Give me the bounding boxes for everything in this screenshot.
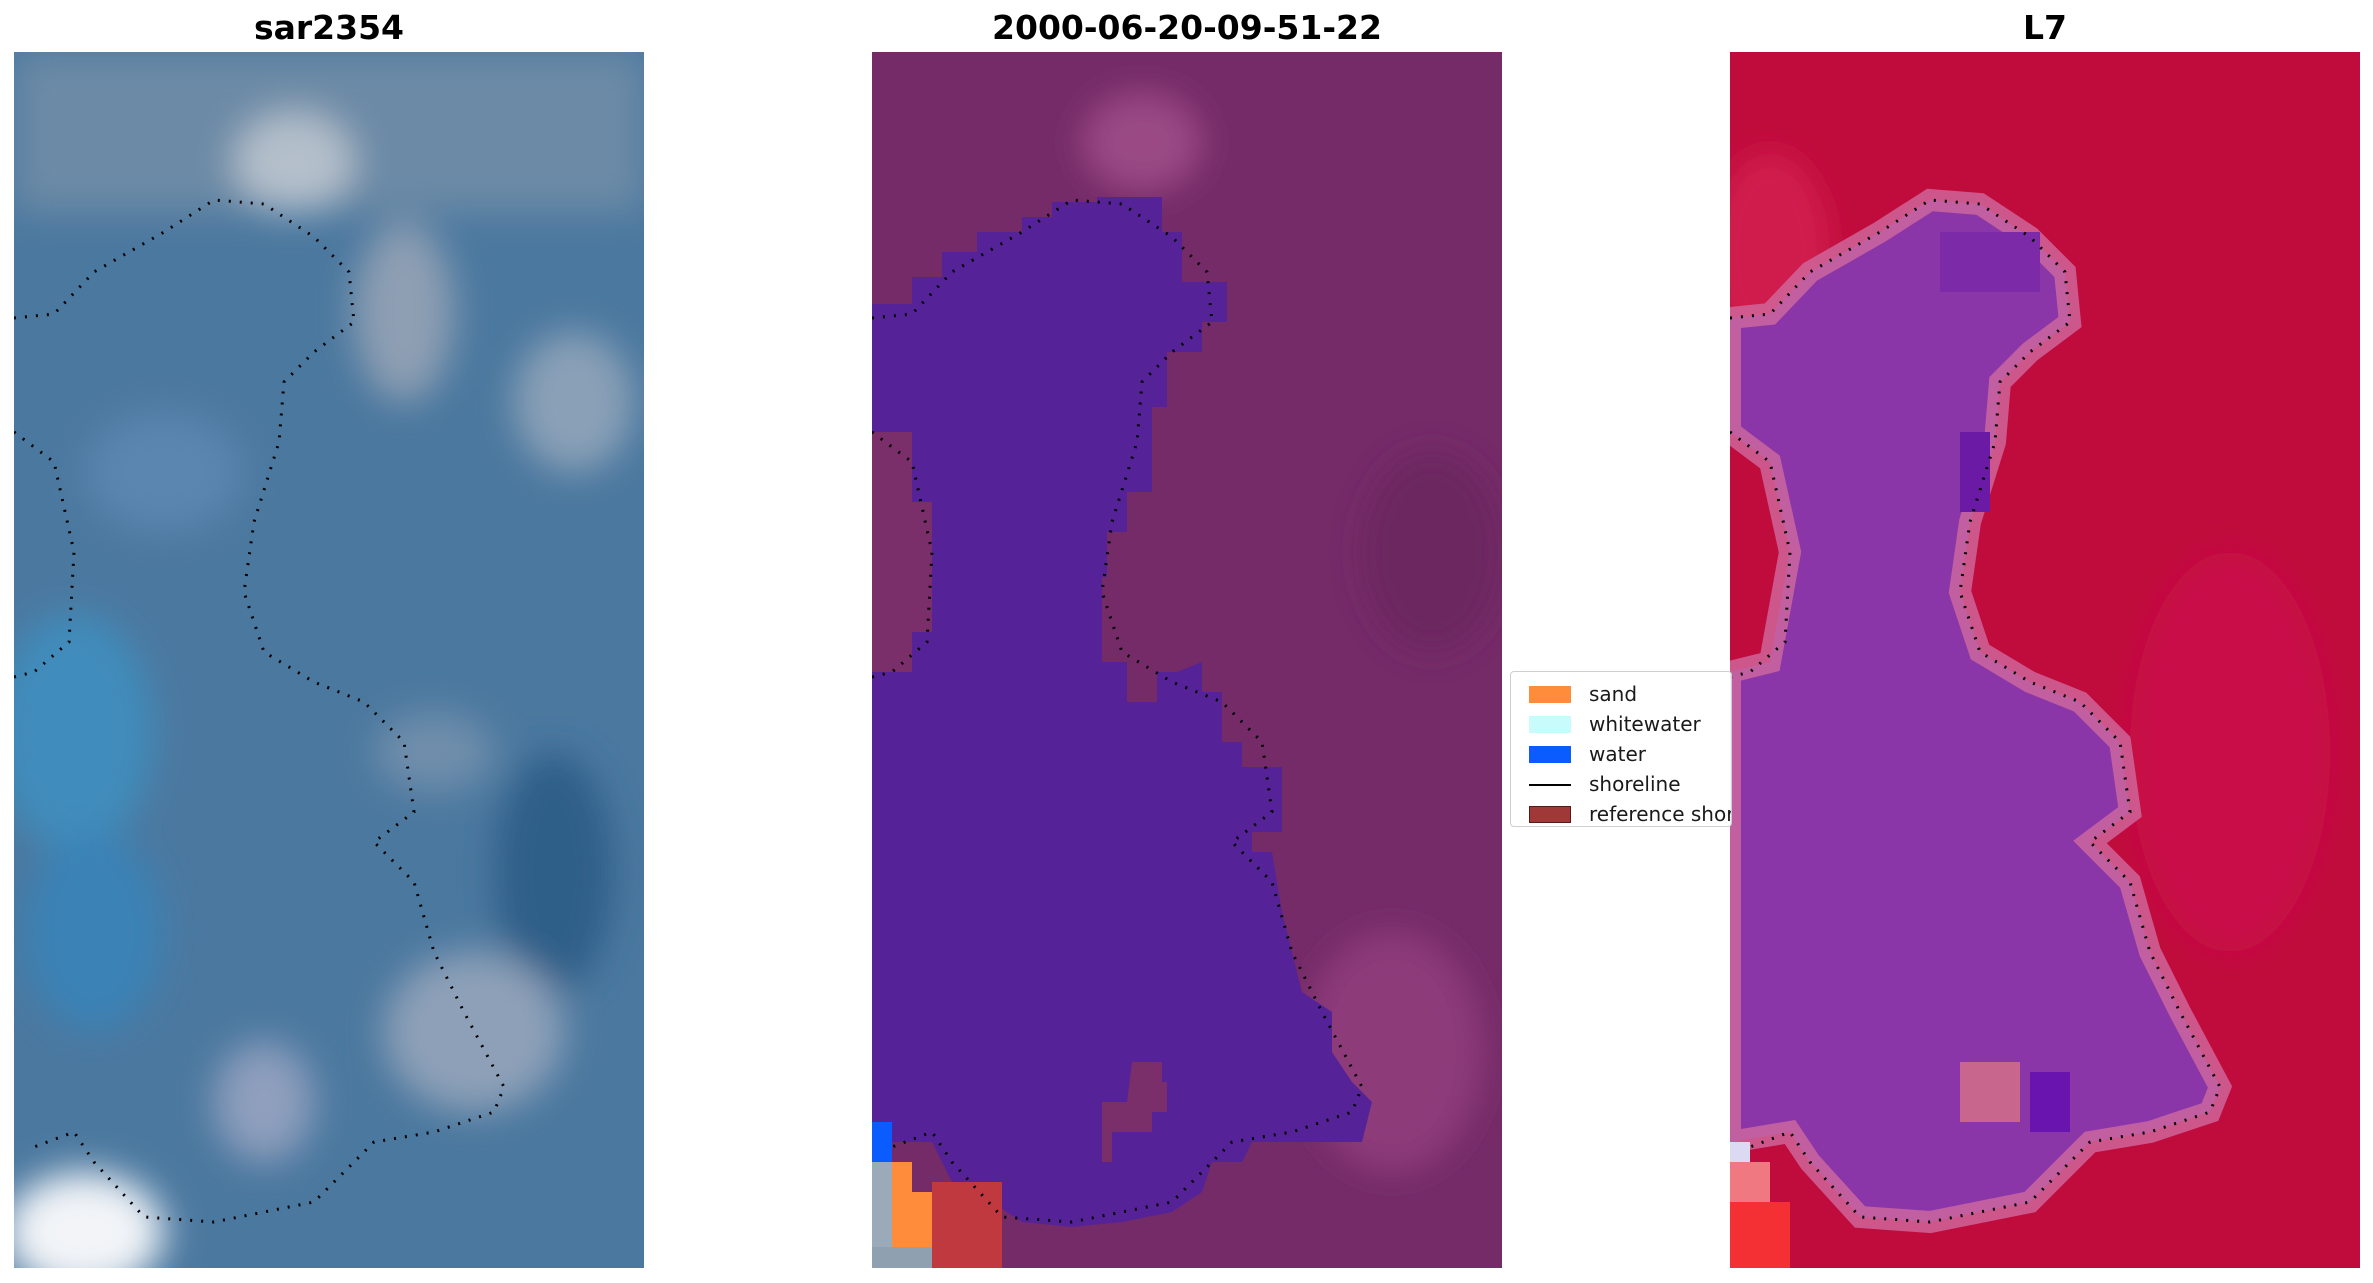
false-color-image-panel (1730, 52, 2360, 1268)
legend-label-water: water (1589, 742, 1646, 766)
legend-item-water: water (1519, 740, 1731, 770)
rgb-image (14, 52, 644, 1268)
water-swatch (1529, 746, 1571, 763)
panel-title-rgb: sar2354 (253, 8, 405, 47)
legend-item-reference-shoreline: reference shoreline (1519, 800, 1732, 826)
shoreline-swatch (1529, 784, 1571, 786)
sand-swatch (1529, 686, 1571, 703)
panel-title-false-color: L7 (2023, 8, 2067, 47)
legend-item-sand: sand (1519, 680, 1731, 710)
legend-label-sand: sand (1589, 682, 1638, 706)
legend: sand whitewater water shoreline referenc… (1510, 671, 1732, 827)
whitewater-swatch (1529, 716, 1571, 733)
rgb-image-panel (14, 52, 644, 1268)
classified-image (872, 52, 1502, 1268)
legend-label-shoreline: shoreline (1589, 772, 1681, 796)
legend-label-reference-shoreline: reference shoreline (1589, 802, 1732, 826)
legend-item-whitewater: whitewater (1519, 710, 1731, 740)
legend-label-whitewater: whitewater (1589, 712, 1701, 736)
legend-item-shoreline: shoreline (1519, 770, 1731, 800)
classified-image-panel (872, 52, 1502, 1268)
reference-shoreline-swatch (1529, 806, 1571, 823)
false-color-image (1730, 52, 2360, 1268)
panel-title-classified: 2000-06-20-09-51-22 (992, 8, 1382, 47)
